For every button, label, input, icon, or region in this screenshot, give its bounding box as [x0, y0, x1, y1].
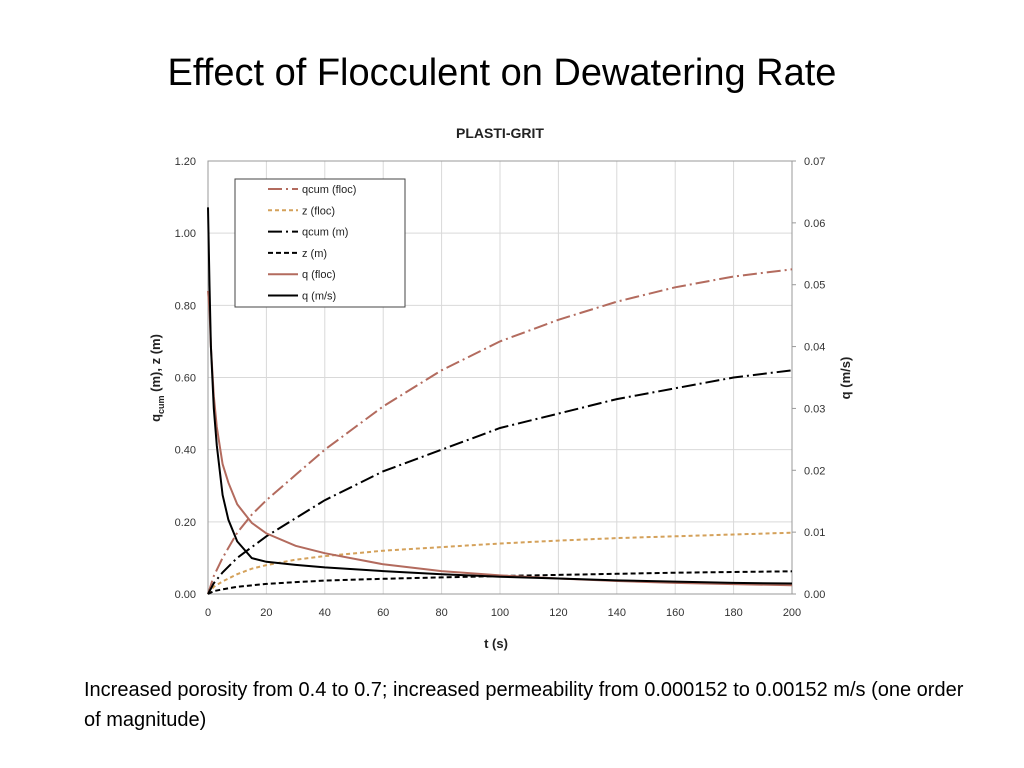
- y-left-tick-label: 0.00: [175, 589, 196, 601]
- y-right-tick-label: 0.06: [804, 218, 825, 230]
- legend: qcum (floc) z (floc) qcum (m) z (m) q (floc)…: [234, 178, 406, 308]
- y-left-tick-label: 1.20: [175, 156, 196, 168]
- x-tick-label: 120: [549, 607, 567, 619]
- y-right-tick-label: 0.03: [804, 403, 825, 415]
- series-lines: [207, 207, 793, 595]
- y-right-tick-label: 0.00: [804, 589, 825, 601]
- series-line-z-floc: [207, 531, 793, 595]
- legend-box: [234, 178, 406, 308]
- x-tick-label: 0: [205, 607, 211, 619]
- x-tick-label: 60: [377, 607, 389, 619]
- y-right-tick-label: 0.05: [804, 280, 825, 292]
- chart-title: PLASTI-GRIT: [456, 125, 544, 141]
- y-left-tick-label: 0.20: [175, 517, 196, 529]
- legend-label: qcum (m): [302, 227, 348, 239]
- legend-label: z (m): [302, 248, 327, 260]
- y-left-axis-label: qcum (m), z (m): [148, 334, 166, 422]
- x-tick-label: 40: [319, 607, 331, 619]
- y-left-tick-label: 0.60: [175, 373, 196, 385]
- x-tick-label: 180: [724, 607, 742, 619]
- slide-title: Effect of Flocculent on Dewatering Rate: [167, 52, 837, 94]
- chart: PLASTI-GRIT 0 20 40 60 80 100 120 140 160 180 2000…: [148, 125, 853, 651]
- y-right-tick-label: 0.04: [804, 342, 825, 354]
- series-line-z-m: [207, 570, 793, 595]
- y-left-tick-label: 1.00: [175, 228, 196, 240]
- legend-label: q (floc): [302, 269, 336, 281]
- legend-label: z (floc): [302, 205, 335, 217]
- x-axis-label: t (s): [484, 636, 508, 651]
- x-tick-label: 140: [608, 607, 626, 619]
- legend-label: qcum (floc): [302, 184, 356, 196]
- x-tick-label: 160: [666, 607, 684, 619]
- plot-area-border: [207, 160, 793, 595]
- series-line-qcum-floc: [207, 268, 793, 595]
- x-tick-label: 100: [491, 607, 509, 619]
- y-right-tick-label: 0.01: [804, 527, 825, 539]
- y-left-tick-label: 0.40: [175, 445, 196, 457]
- legend-label: q (m/s): [302, 291, 336, 303]
- series-line-q-m-s: [207, 207, 793, 585]
- y-left-tick-label: 0.80: [175, 300, 196, 312]
- y-right-tick-label: 0.07: [804, 156, 825, 168]
- x-tick-label: 80: [435, 607, 447, 619]
- axis-ticks: 0 20 40 60 80 100 120 140 160 180 2000.000.200.400…: [175, 156, 826, 619]
- x-tick-label: 200: [783, 607, 801, 619]
- y-right-axis-label: q (m/s): [838, 357, 853, 400]
- y-right-tick-label: 0.02: [804, 465, 825, 477]
- series-line-qcum-m: [207, 369, 793, 595]
- caption: Increased porosity from 0.4 to 0.7; incr…: [84, 679, 964, 731]
- x-tick-label: 20: [260, 607, 272, 619]
